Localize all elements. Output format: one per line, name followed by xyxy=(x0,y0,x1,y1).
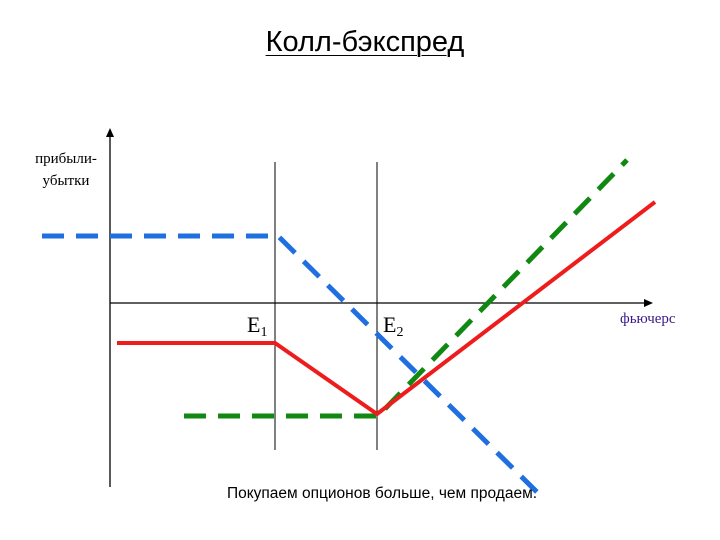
chart-title: Колл-бэкспред xyxy=(265,26,465,58)
y-axis-label-line2: убытки xyxy=(42,173,90,189)
long-calls-payoff-line xyxy=(184,158,629,419)
strike-e2-subscript: 2 xyxy=(396,325,404,340)
net-payoff-line xyxy=(117,200,657,417)
y-axis-arrowhead xyxy=(106,128,114,137)
strike-e2-label: E2 xyxy=(383,312,403,341)
caption: Покупаем опционов больше, чем продаем. xyxy=(226,485,538,502)
strike-e1-subscript: 1 xyxy=(260,325,268,340)
x-axis-arrowhead xyxy=(644,299,653,307)
y-axis-label: прибыли- убытки xyxy=(18,148,114,192)
strike-e1-letter: E xyxy=(247,312,261,337)
x-axis-label: фьючерс xyxy=(620,311,676,327)
strike-e2-letter: E xyxy=(383,312,397,337)
y-axis-label-line1: прибыли- xyxy=(35,151,97,167)
short-call-payoff-line xyxy=(42,233,547,502)
strike-e1-label: E1 xyxy=(247,312,267,341)
